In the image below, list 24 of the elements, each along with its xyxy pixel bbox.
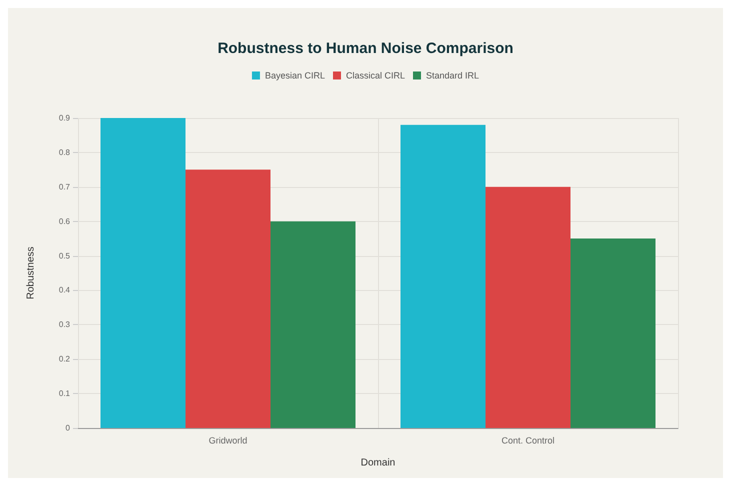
y-tick-label: 0.6 (58, 216, 71, 226)
y-tick-label: 0.4 (58, 286, 71, 295)
y-tick-label: 0.5 (58, 251, 71, 260)
x-axis-title: Domain (360, 458, 396, 468)
y-tick-label: 0 (66, 424, 71, 432)
y-tick-label: 0.2 (58, 354, 71, 364)
y-tick-label: 0.7 (58, 182, 71, 192)
x-tick-label: Gridworld (208, 436, 248, 446)
legend-label: Bayesian CIRL (264, 70, 325, 80)
y-tick-label: 0.8 (58, 148, 71, 157)
bar (186, 170, 270, 428)
bar (270, 221, 356, 428)
y-tick-label: 0.9 (58, 114, 71, 122)
legend-label: Standard IRL (426, 70, 480, 80)
bar (400, 124, 486, 428)
bar (100, 118, 186, 428)
x-tick-label: Cont. Control (501, 436, 555, 446)
legend-label: Classical CIRL (346, 70, 406, 80)
y-tick-label: 0.3 (58, 320, 71, 330)
chart-title: Robustness to Human Noise Comparison (218, 40, 514, 57)
y-tick-label: 0.1 (58, 389, 71, 398)
bar (570, 238, 656, 428)
bar (486, 186, 570, 428)
y-axis-title: Robustness (26, 246, 36, 300)
